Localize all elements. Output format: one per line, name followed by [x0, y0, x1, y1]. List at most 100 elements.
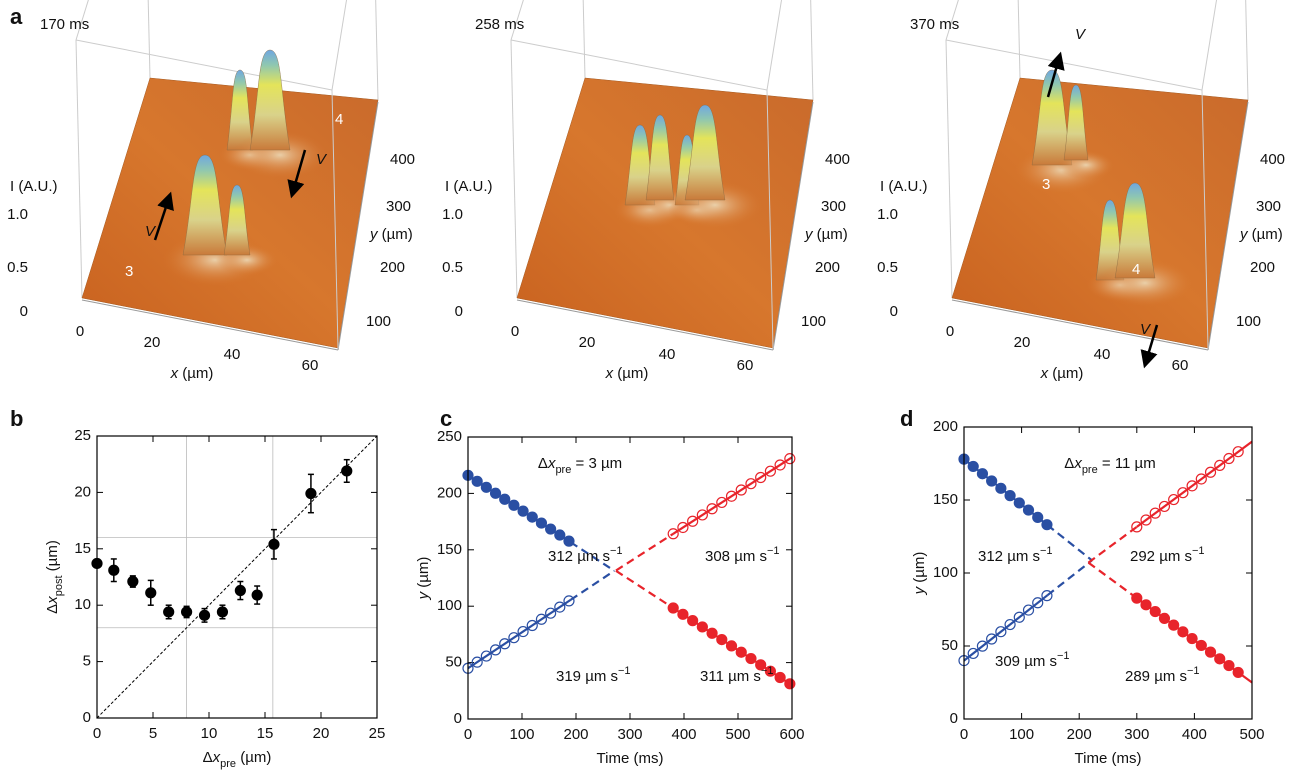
y-tick-label: 10	[74, 596, 91, 613]
y-axis-label: y (µm)	[804, 226, 848, 243]
y-axis-label: Δxpost (µm)	[44, 540, 65, 614]
y-tick-label: 25	[74, 427, 91, 444]
annotation-part: 319 µm s	[556, 668, 618, 685]
annotation: 308 µm s−1	[705, 545, 780, 565]
box-edge	[516, 299, 774, 351]
peak-label: 3	[125, 263, 133, 280]
box-edge	[1245, 0, 1249, 101]
annotation-part: −1	[610, 545, 623, 557]
x-tick-label: 100	[1009, 726, 1034, 743]
data-point	[268, 538, 280, 550]
peak	[645, 114, 675, 201]
y-axis-label-part: x	[44, 596, 61, 605]
data-point	[480, 481, 492, 493]
annotation: 319 µm s−1	[556, 665, 631, 685]
data-point	[1149, 507, 1161, 519]
box-edge	[1207, 101, 1249, 351]
y-axis-label: y (µm)	[369, 226, 413, 243]
x-tick-label: 40	[224, 346, 241, 363]
data-point	[341, 465, 353, 477]
data-point	[1214, 459, 1226, 471]
data-point	[1149, 605, 1161, 618]
data-point	[1013, 497, 1025, 509]
surface-panel: 258 ms I (A.U.) 1.0 0.5 0 0 20 40 60 x (µm) 400 300…	[442, 0, 850, 382]
y-axis-label-part: (µm)	[44, 540, 61, 575]
y-tick-label: 0	[950, 710, 958, 727]
extrapolation-line	[1046, 559, 1093, 597]
annotation: 312 µm s−1	[978, 545, 1053, 565]
data-point	[725, 490, 738, 502]
y-tick-label: 100	[801, 313, 826, 330]
fit-line	[672, 456, 793, 535]
peak-label: V	[316, 151, 328, 168]
x-tick-label: 60	[1172, 357, 1189, 374]
annotation-part: 312 µm s	[548, 548, 610, 565]
data-point	[1004, 490, 1016, 502]
data-point	[1204, 646, 1217, 658]
data-point	[764, 465, 777, 477]
x-tick-label: 0	[93, 725, 101, 742]
y-axis-label-part: Δ	[44, 604, 61, 614]
x-tick-label: 40	[1094, 346, 1111, 363]
x-tick-label: 10	[201, 725, 218, 742]
data-point	[499, 493, 511, 505]
data-point	[784, 453, 796, 465]
y-tick-label: 200	[815, 259, 840, 276]
peak-label: 4	[1132, 261, 1140, 278]
peak	[1114, 182, 1156, 279]
x-axis-label-part: x	[212, 749, 221, 766]
peak-label: 4	[335, 111, 343, 128]
x-axis-label-part: x	[605, 365, 614, 382]
z-tick-label: 1.0	[7, 206, 28, 223]
box-edge	[75, 0, 89, 41]
extrapolation-line	[569, 569, 615, 601]
surface-panel: 3 4 V V 370 ms I (A.U.) 1.0 0.5 0 0 20 40 60 x (µm) 40…	[877, 0, 1285, 382]
z-axis-label: I (A.U.)	[880, 178, 928, 195]
data-point	[687, 615, 699, 627]
box-edge	[510, 0, 524, 41]
box-edge	[337, 101, 379, 351]
y-tick-label: 0	[454, 710, 462, 727]
y-tick-label: 50	[445, 654, 462, 671]
x-tick-label: 400	[671, 726, 696, 743]
data-point	[784, 678, 796, 690]
x-tick-label: 0	[464, 726, 472, 743]
x-axis-label-part: Time (ms)	[597, 750, 664, 767]
y-tick-label: 20	[74, 483, 91, 500]
data-point	[145, 587, 157, 599]
data-point	[667, 602, 679, 614]
data-point	[127, 575, 139, 588]
panel-label: b	[10, 406, 23, 431]
annotation: Δxpre = 3 µm	[538, 455, 622, 476]
x-axis-label: Time (ms)	[597, 750, 664, 767]
annotation-part: x	[547, 455, 556, 472]
y-tick-label: 100	[366, 313, 391, 330]
y-tick-label: 400	[1260, 151, 1285, 168]
x-tick-label: 15	[257, 725, 274, 742]
y-axis-label: y (µm)	[1239, 226, 1283, 243]
z-tick-label: 0	[890, 303, 898, 320]
z-axis-label: I (A.U.)	[445, 178, 493, 195]
x-tick-label: 40	[659, 346, 676, 363]
data-point	[1168, 619, 1180, 631]
y-axis-label-part: y	[369, 226, 379, 243]
box-edge	[582, 0, 586, 79]
annotation-part: −1	[767, 545, 780, 557]
box-edge	[1017, 0, 1021, 79]
data-point	[1041, 590, 1053, 602]
annotation-part: Δ	[538, 455, 548, 472]
y-tick-label: 200	[380, 259, 405, 276]
data-point	[508, 632, 520, 644]
annotation: 312 µm s−1	[548, 545, 623, 565]
z-tick-label: 1.0	[442, 206, 463, 223]
x-tick-label: 400	[1182, 726, 1207, 743]
data-point	[967, 647, 979, 660]
data-point	[1214, 653, 1226, 665]
box-edge	[951, 299, 1209, 351]
annotation-part: = 3 µm	[571, 455, 622, 472]
y-tick-label: 300	[386, 198, 411, 215]
x-tick-label: 500	[725, 726, 750, 743]
data-point	[774, 459, 786, 471]
data-point	[716, 496, 728, 509]
x-tick-label: 20	[1014, 334, 1031, 351]
